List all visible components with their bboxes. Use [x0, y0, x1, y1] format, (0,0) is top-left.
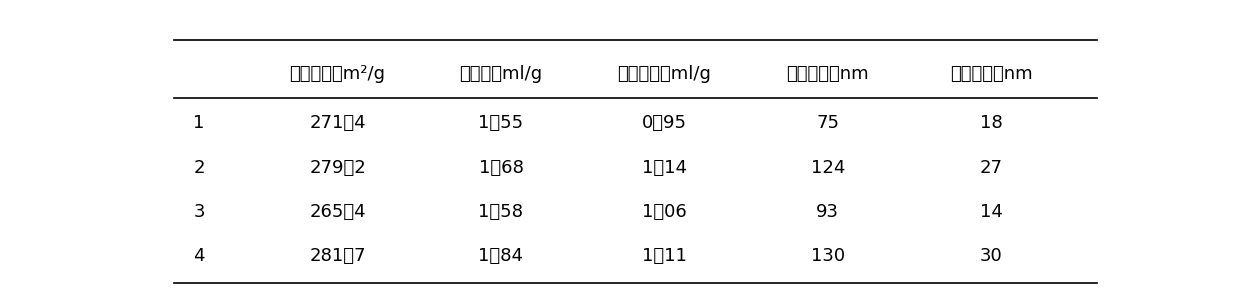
- Text: 75: 75: [816, 114, 839, 132]
- Text: 1: 1: [193, 114, 205, 132]
- Text: 大孔孔径，nm: 大孔孔径，nm: [786, 65, 869, 84]
- Text: 93: 93: [816, 203, 839, 221]
- Text: 265．4: 265．4: [309, 203, 366, 221]
- Text: 14: 14: [980, 203, 1002, 221]
- Text: 30: 30: [980, 247, 1002, 265]
- Text: 279．2: 279．2: [309, 159, 366, 177]
- Text: 130: 130: [811, 247, 844, 265]
- Text: 27: 27: [980, 159, 1003, 177]
- Text: 18: 18: [980, 114, 1002, 132]
- Text: 0．95: 0．95: [642, 114, 687, 132]
- Text: 1．55: 1．55: [479, 114, 523, 132]
- Text: 介孔孔径，nm: 介孔孔径，nm: [950, 65, 1033, 84]
- Text: 1．68: 1．68: [479, 159, 523, 177]
- Text: 大孔孔容，ml/g: 大孔孔容，ml/g: [618, 65, 712, 84]
- Text: 比表面积，m²/g: 比表面积，m²/g: [290, 65, 386, 84]
- Text: 4: 4: [193, 247, 205, 265]
- Text: 1．11: 1．11: [642, 247, 687, 265]
- Text: 281．7: 281．7: [309, 247, 366, 265]
- Text: 1．58: 1．58: [479, 203, 523, 221]
- Text: 1．14: 1．14: [642, 159, 687, 177]
- Text: 3: 3: [193, 203, 205, 221]
- Text: 271．4: 271．4: [309, 114, 366, 132]
- Text: 124: 124: [811, 159, 844, 177]
- Text: 1．06: 1．06: [642, 203, 687, 221]
- Text: 1．84: 1．84: [479, 247, 523, 265]
- Text: 2: 2: [193, 159, 205, 177]
- Text: 总孔容，ml/g: 总孔容，ml/g: [459, 65, 543, 84]
